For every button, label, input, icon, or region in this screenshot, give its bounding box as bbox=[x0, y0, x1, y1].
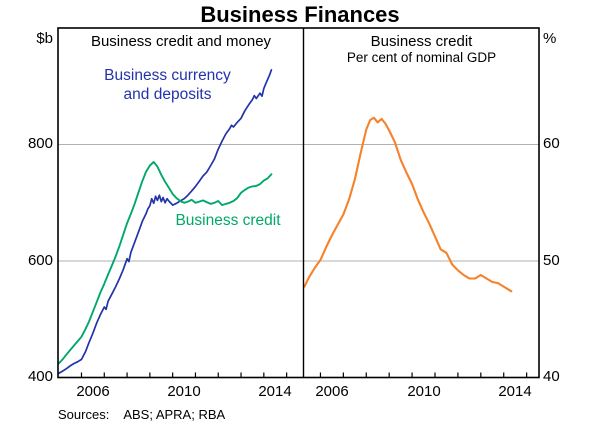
series-label-currency-deposits-line1: Business currency bbox=[104, 67, 231, 84]
series-line-orange bbox=[303, 116, 513, 293]
left-axis-tick-800: 800 bbox=[27, 135, 53, 152]
chart-frame bbox=[57, 27, 540, 379]
series-label-business-credit: Business credit bbox=[175, 212, 281, 229]
left-panel-title: Business credit and money bbox=[90, 33, 272, 50]
series-label-currency-deposits-line2: and deposits bbox=[123, 86, 212, 103]
series-label-currency-deposits: Business currency and deposits bbox=[90, 66, 245, 104]
left-axis-unit: $b bbox=[36, 30, 53, 47]
sources-value: ABS; APRA; RBA bbox=[123, 407, 226, 422]
right-axis-tick-60: 60 bbox=[543, 135, 560, 152]
right-xaxis-label-2006: 2006 bbox=[315, 383, 349, 400]
right-axis-unit: % bbox=[543, 30, 557, 47]
right-xaxis-label-2014: 2014 bbox=[498, 383, 532, 400]
series-line-green bbox=[57, 161, 273, 365]
sources-label: Sources: bbox=[58, 407, 110, 422]
right-panel-subtitle: Per cent of nominal GDP bbox=[346, 50, 497, 65]
sources-note: Sources: ABS; APRA; RBA bbox=[58, 407, 225, 422]
right-axis-tick-50: 50 bbox=[543, 252, 560, 269]
left-xaxis-label-2014: 2014 bbox=[258, 383, 292, 400]
page-title: Business Finances bbox=[200, 2, 400, 27]
right-xaxis-label-2010: 2010 bbox=[407, 383, 441, 400]
series-line-blue bbox=[57, 69, 273, 375]
left-axis-tick-400: 400 bbox=[27, 368, 53, 385]
right-panel-title: Business credit bbox=[370, 33, 473, 50]
left-xaxis-label-2010: 2010 bbox=[167, 383, 201, 400]
left-axis-tick-600: 600 bbox=[27, 252, 53, 269]
right-axis-tick-40: 40 bbox=[543, 368, 560, 385]
left-xaxis-label-2006: 2006 bbox=[76, 383, 110, 400]
